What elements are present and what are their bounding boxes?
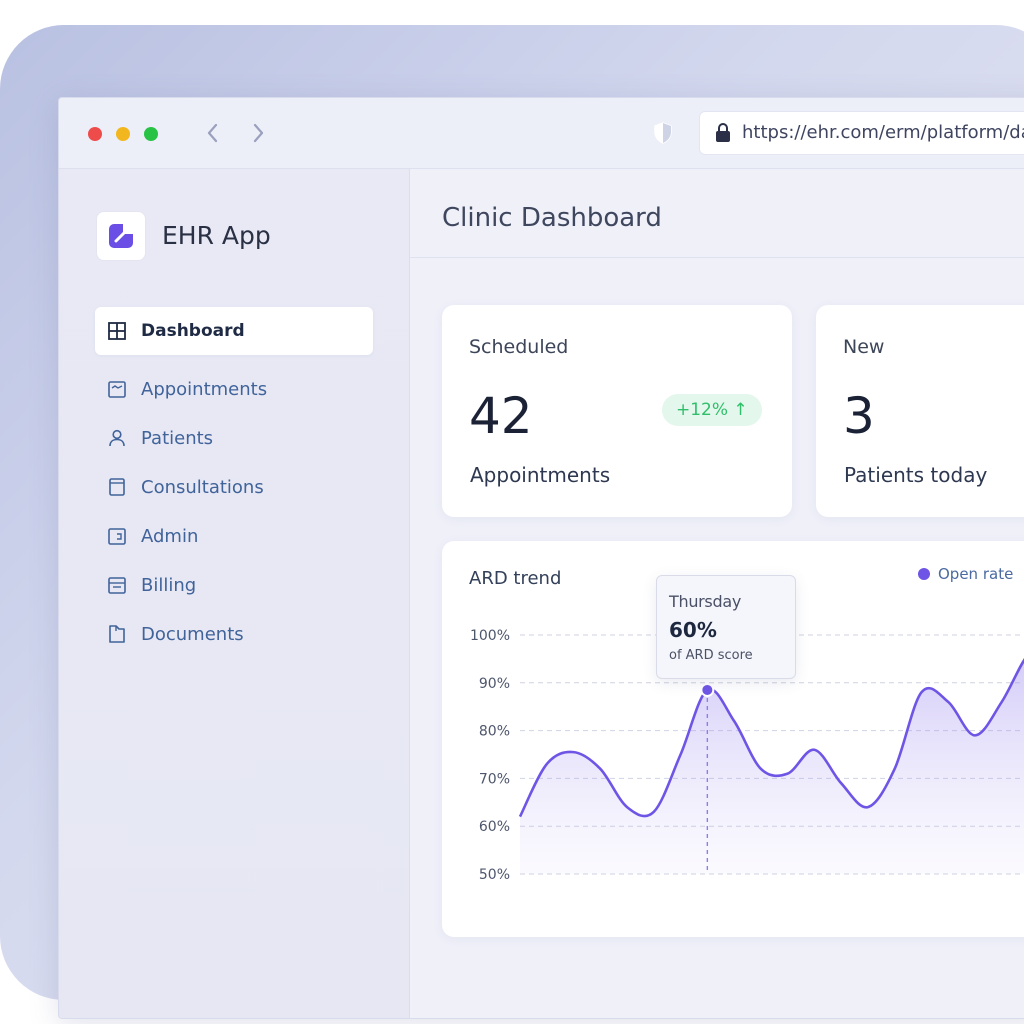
forward-arrow-icon[interactable] [246,120,270,146]
clipboard-icon [109,478,125,496]
sidebar-item-documents[interactable]: Documents [95,610,373,658]
calendar-icon [108,381,126,398]
tooltip-day: Thursday [669,592,741,611]
series-line [518,657,1024,818]
stat-label: New [843,336,885,358]
stat-card-new[interactable]: New 3 Patients today [816,305,1024,517]
main-content: Clinic Dashboard Scheduled 42 +12% ↑ App… [410,169,1024,1018]
stat-sublabel: Patients today [844,463,988,487]
y-tick-label: 100% [470,628,510,644]
address-bar[interactable]: https://ehr.com/erm/platform/das [699,111,1024,155]
sidebar-item-admin[interactable]: Admin [95,512,373,560]
area-fill [520,660,1024,874]
sidebar-item-billing[interactable]: Billing [95,561,373,609]
stat-sublabel: Appointments [470,463,611,487]
chart-tooltip: Thursday 60% of ARD score [656,575,796,679]
chart-legend[interactable]: Open rate [918,565,1013,583]
sidebar-item-label: Patients [141,427,214,449]
page-title: Clinic Dashboard [442,203,662,233]
sidebar-item-label: Consultations [141,476,264,498]
close-window-button[interactable] [88,127,102,141]
sidebar-item-dashboard[interactable]: Dashboard [95,307,373,355]
app-logo-icon [96,211,146,261]
sidebar-item-label: Appointments [141,378,268,400]
chart-title: ARD trend [469,568,562,589]
sidebar-item-consultations[interactable]: Consultations [95,463,373,511]
stat-value: 3 [843,387,875,445]
sidebar-item-label: Admin [141,525,199,547]
sidebar-item-label: Documents [141,623,244,645]
stat-value: 42 [469,387,533,445]
sidebar-nav: Dashboard Appointments Patients [95,307,373,659]
legend-label: Open rate [938,565,1014,583]
sidebar-item-label: Billing [141,574,197,596]
app-name: EHR App [162,221,271,250]
y-tick-label: 50% [479,867,510,883]
y-tick-label: 80% [479,724,510,740]
sidebar-item-appointments[interactable]: Appointments [95,365,373,413]
tooltip-sublabel: of ARD score [669,648,753,663]
back-arrow-icon[interactable] [201,120,225,146]
lock-icon [716,123,730,142]
billing-icon [108,577,126,594]
url-text: https://ehr.com/erm/platform/das [742,122,1024,143]
browser-window: https://ehr.com/erm/platform/das EHR App… [58,97,1024,1019]
y-tick-label: 70% [479,771,510,787]
minimize-window-button[interactable] [116,127,130,141]
data-point-marker[interactable] [700,682,715,697]
page-header: Clinic Dashboard [410,169,1024,258]
browser-titlebar: https://ehr.com/erm/platform/das [59,98,1024,169]
sidebar-item-patients[interactable]: Patients [95,414,373,462]
area-chart[interactable]: 100% 90% 80% 70% 60% 50% [442,541,1024,937]
tooltip-value: 60% [669,618,717,642]
chart-card: ARD trend Open rate 100% 90% 80% 70% 60% 50% … [442,541,1024,937]
sidebar: EHR App Dashboard Appointments [59,169,410,1018]
shield-icon[interactable] [651,120,675,146]
stat-label: Scheduled [469,336,569,358]
user-icon [109,429,125,447]
trend-badge: +12% ↑ [662,394,762,426]
document-icon [109,625,125,643]
legend-dot [918,568,930,580]
sidebar-item-label: Dashboard [141,321,245,341]
y-tick-label: 90% [479,676,510,692]
stat-card-scheduled[interactable]: Scheduled 42 +12% ↑ Appointments [442,305,792,517]
grid-icon [108,322,126,340]
wallet-icon [108,528,126,545]
maximize-window-button[interactable] [144,127,158,141]
y-tick-label: 60% [479,819,510,835]
